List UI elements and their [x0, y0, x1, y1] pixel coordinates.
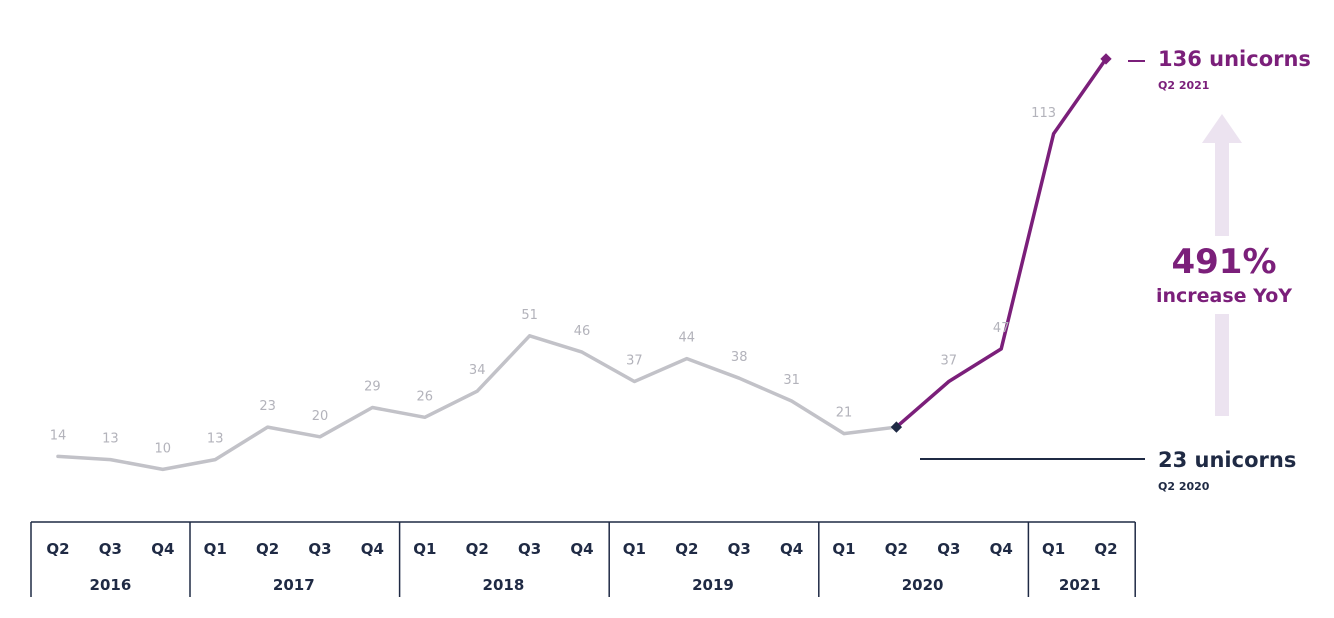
quarter-label: Q4 [570, 540, 593, 558]
year-label: 2018 [483, 576, 525, 594]
data-labels: 14 13 10 13 23 20 29 26 34 51 46 37 44 38 31 21 37 47 113 [50, 106, 1056, 457]
quarter-label: Q2 [1094, 540, 1117, 558]
x-axis-table: 2016 2017 2018 2019 2020 2021 Q2 Q3 Q4 Q1 Q2 Q3 Q4 Q1… [30, 521, 1136, 597]
data-label: 37 [941, 354, 958, 369]
top-annotation-main: 136 unicorns [1158, 47, 1311, 71]
quarter-label: Q4 [151, 540, 174, 558]
top-annotation-sub: Q2 2021 [1158, 79, 1209, 92]
quarter-label: Q2 [256, 540, 279, 558]
data-label: 13 [102, 432, 119, 447]
data-label: 29 [364, 380, 381, 395]
data-label: 21 [836, 406, 853, 421]
data-label: 37 [626, 354, 643, 369]
data-label: 13 [207, 432, 224, 447]
marker-q2-2021 [1100, 53, 1112, 65]
quarter-label: Q2 [885, 540, 908, 558]
quarter-label: Q2 [675, 540, 698, 558]
quarter-label: Q4 [780, 540, 803, 558]
data-label: 51 [521, 308, 538, 323]
growth-percent: 491% [1171, 242, 1276, 282]
data-label: 46 [574, 324, 591, 339]
data-label: 10 [155, 441, 172, 456]
quarter-label: Q2 [466, 540, 489, 558]
data-label: 34 [469, 363, 486, 378]
quarter-label: Q3 [99, 540, 122, 558]
year-label: 2019 [692, 576, 734, 594]
data-label: 31 [783, 373, 800, 388]
marker-q2-2020 [890, 421, 903, 433]
growth-label: increase YoY [1156, 285, 1292, 307]
year-label: 2020 [902, 576, 944, 594]
year-label: 2016 [90, 576, 132, 594]
quarter-label: Q4 [361, 540, 384, 558]
data-label: 44 [679, 331, 696, 346]
data-label: 113 [1031, 106, 1056, 121]
series-lines [56, 53, 1112, 472]
quarter-label: Q1 [413, 540, 436, 558]
growth-arrow [1202, 114, 1242, 416]
series-line-base [56, 334, 899, 472]
quarter-label: Q3 [518, 540, 541, 558]
bottom-annotation-sub: Q2 2020 [1158, 480, 1210, 493]
quarter-label: Q3 [728, 540, 751, 558]
quarter-label: Q1 [1042, 540, 1065, 558]
data-label: 38 [731, 350, 748, 365]
quarter-label: Q1 [623, 540, 646, 558]
series-line-highlight [894, 57, 1108, 429]
data-label: 47 [993, 321, 1010, 336]
quarter-label: Q1 [832, 540, 855, 558]
data-label: 20 [312, 409, 329, 424]
year-label: 2017 [273, 576, 315, 594]
bottom-annotation-main: 23 unicorns [1158, 448, 1296, 472]
quarter-label: Q3 [937, 540, 960, 558]
quarter-label: Q1 [204, 540, 227, 558]
quarter-label: Q4 [990, 540, 1013, 558]
quarter-label: Q2 [46, 540, 69, 558]
data-label: 23 [259, 399, 276, 414]
year-label: 2021 [1059, 576, 1101, 594]
data-label: 14 [50, 428, 67, 443]
quarter-label: Q3 [308, 540, 331, 558]
data-label: 26 [417, 389, 434, 404]
